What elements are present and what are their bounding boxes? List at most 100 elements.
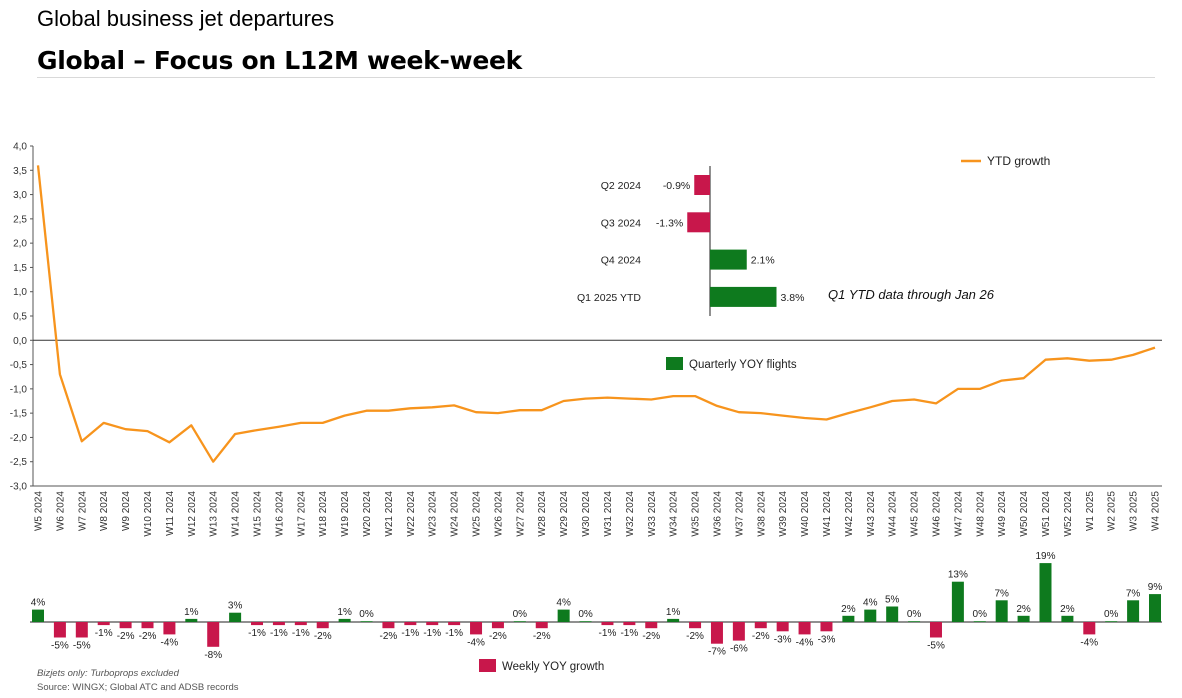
y-tick-label: 0,5 xyxy=(13,312,27,323)
x-tick-label: W31 2024 xyxy=(603,491,614,537)
weekly-bar xyxy=(75,622,88,638)
y-tick-label: 4,0 xyxy=(13,142,27,153)
weekly-bar xyxy=(645,622,658,629)
weekly-bar xyxy=(163,622,176,635)
x-tick-label: W48 2024 xyxy=(975,491,986,537)
weekly-value-label: 2% xyxy=(841,604,856,615)
weekly-bar xyxy=(53,622,66,638)
weekly-value-label: -2% xyxy=(642,631,660,642)
weekly-value-label: 13% xyxy=(948,570,968,581)
x-tick-label: W1 2025 xyxy=(1085,491,1096,531)
weekly-value-label: -1% xyxy=(620,628,638,639)
weekly-value-label: 0% xyxy=(578,609,593,620)
y-tick-label: 0,0 xyxy=(13,336,27,347)
x-tick-label: W34 2024 xyxy=(669,491,680,537)
weekly-value-label: 0% xyxy=(973,609,988,620)
y-tick-label: -2,5 xyxy=(10,457,28,468)
x-tick-label: W29 2024 xyxy=(559,491,570,537)
weekly-value-label: 3% xyxy=(228,601,243,612)
weekly-bar xyxy=(382,622,395,629)
weekly-value-label: 1% xyxy=(666,607,681,618)
x-tick-label: W3 2025 xyxy=(1129,491,1140,531)
x-tick-label: W17 2024 xyxy=(296,491,307,537)
x-tick-label: W36 2024 xyxy=(712,491,723,537)
weekly-bar xyxy=(1149,594,1161,622)
y-tick-label: -0,5 xyxy=(10,360,28,371)
weekly-bar xyxy=(229,612,242,622)
quarter-category-label: Q4 2024 xyxy=(601,255,641,267)
weekly-bar xyxy=(1039,563,1052,622)
weekly-bar xyxy=(207,622,220,647)
weekly-bar xyxy=(251,622,264,626)
x-tick-label: W44 2024 xyxy=(888,491,899,537)
x-tick-label: W33 2024 xyxy=(647,491,658,537)
x-tick-label: W51 2024 xyxy=(1041,491,1052,537)
weekly-value-label: -1% xyxy=(248,628,266,639)
quarter-bar xyxy=(687,212,710,233)
x-tick-label: W4 2025 xyxy=(1151,491,1162,531)
x-tick-label: W28 2024 xyxy=(537,491,548,537)
x-tick-label: W22 2024 xyxy=(406,491,417,537)
weekly-value-label: -2% xyxy=(686,631,704,642)
x-tick-label: W20 2024 xyxy=(362,491,373,537)
weekly-bar xyxy=(732,622,745,641)
x-tick-label: W12 2024 xyxy=(187,491,198,537)
x-tick-label: W23 2024 xyxy=(428,491,439,537)
y-tick-label: -1,5 xyxy=(10,409,28,420)
x-tick-label: W13 2024 xyxy=(209,491,220,537)
weekly-value-label: 4% xyxy=(863,598,878,609)
weekly-value-label: -5% xyxy=(73,641,91,652)
weekly-bar xyxy=(360,621,373,622)
y-tick-label: 3,5 xyxy=(13,166,27,177)
weekly-value-label: 0% xyxy=(513,609,528,620)
legend-quarterly-swatch xyxy=(666,357,683,370)
weekly-value-label: -4% xyxy=(161,637,179,648)
weekly-bar xyxy=(448,622,461,626)
weekly-value-label: 0% xyxy=(359,609,374,620)
weekly-value-label: -5% xyxy=(51,641,69,652)
x-tick-label: W10 2024 xyxy=(143,491,154,537)
x-tick-label: W5 2024 xyxy=(34,491,45,531)
weekly-value-label: -1% xyxy=(423,628,441,639)
x-tick-label: W45 2024 xyxy=(910,491,921,537)
weekly-bar xyxy=(338,618,351,622)
weekly-bar xyxy=(491,622,504,629)
weekly-value-label: -2% xyxy=(380,631,398,642)
x-tick-label: W32 2024 xyxy=(625,491,636,537)
quarter-bar xyxy=(710,249,747,270)
page-heading: Global business jet departures xyxy=(37,6,335,31)
weekly-value-label: -1% xyxy=(401,628,419,639)
weekly-value-label: 0% xyxy=(1104,609,1119,620)
weekly-value-label: -2% xyxy=(489,631,507,642)
quarter-bar xyxy=(694,175,710,195)
weekly-bar xyxy=(1083,622,1096,635)
weekly-bar xyxy=(1017,615,1030,622)
x-tick-label: W7 2024 xyxy=(77,491,88,531)
quarter-value-label: -1.3% xyxy=(656,217,683,229)
legend-quarterly-label: Quarterly YOY flights xyxy=(689,359,797,371)
weekly-bar xyxy=(754,622,767,629)
weekly-value-label: 1% xyxy=(184,607,199,618)
weekly-value-label: -1% xyxy=(270,628,288,639)
weekly-bar xyxy=(97,622,110,626)
page-subheading: Global – Focus on L12M week-week xyxy=(37,46,522,75)
x-tick-label: W25 2024 xyxy=(472,491,483,537)
weekly-bar xyxy=(119,622,132,629)
legend-weekly-label: Weekly YOY growth xyxy=(502,661,604,673)
y-tick-label: 1,5 xyxy=(13,263,27,274)
y-tick-label: 1,0 xyxy=(13,287,27,298)
weekly-value-label: -4% xyxy=(796,637,814,648)
weekly-value-label: -2% xyxy=(117,631,135,642)
weekly-value-label: 1% xyxy=(337,607,352,618)
x-tick-label: W19 2024 xyxy=(340,491,351,537)
x-tick-label: W38 2024 xyxy=(756,491,767,537)
bizjets-note: Bizjets only: Turboprops excluded xyxy=(37,668,179,679)
x-tick-label: W40 2024 xyxy=(800,491,811,537)
weekly-value-label: 2% xyxy=(1016,604,1031,615)
x-tick-label: W9 2024 xyxy=(121,491,132,531)
weekly-value-label: 4% xyxy=(556,598,571,609)
weekly-bar xyxy=(973,621,986,622)
weekly-value-label: -4% xyxy=(467,637,485,648)
quarter-category-label: Q3 2024 xyxy=(601,217,641,229)
weekly-value-label: 7% xyxy=(994,588,1009,599)
